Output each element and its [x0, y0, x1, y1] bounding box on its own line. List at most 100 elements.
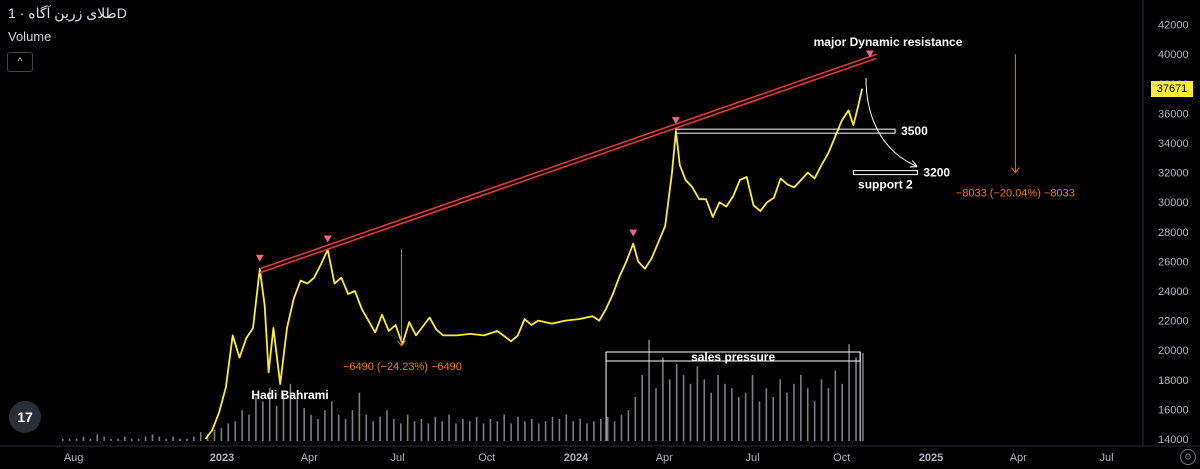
- volume-bar: [675, 364, 678, 441]
- volume-bar: [337, 414, 340, 441]
- volume-bar: [351, 410, 354, 441]
- volume-bar: [468, 421, 471, 441]
- volume-bar: [731, 388, 733, 441]
- volume-bar: [137, 438, 140, 441]
- volume-bar: [841, 383, 844, 441]
- x-tick-label: Jul: [391, 452, 405, 464]
- volume-bar: [275, 405, 278, 441]
- x-tick-label: Aug: [64, 452, 84, 464]
- level-sublabel: support 2: [858, 178, 913, 192]
- trendline-label: major Dynamic resistance: [814, 35, 963, 49]
- peak-marker: [255, 254, 264, 262]
- volume-bar: [193, 436, 195, 441]
- y-tick-label: 26000: [1158, 256, 1189, 268]
- x-tick-label: Jul: [1099, 452, 1113, 464]
- level-label: 3200: [923, 166, 950, 180]
- volume-bar: [606, 416, 609, 441]
- resistance-trendline: [259, 53, 877, 270]
- volume-bar: [455, 423, 457, 441]
- y-tick-label: 34000: [1158, 138, 1189, 150]
- volume-bar: [441, 421, 443, 441]
- x-tick-label: 2023: [210, 452, 234, 464]
- volume-bar: [655, 388, 657, 441]
- volume-bar: [96, 434, 99, 441]
- x-tick-label: Oct: [478, 452, 495, 464]
- volume-bar: [489, 419, 492, 441]
- volume-bar: [199, 432, 202, 441]
- last-price-badge: 37671: [1151, 81, 1193, 97]
- x-tick-label: Apr: [301, 452, 318, 464]
- volume-bar: [393, 419, 395, 441]
- volume-bar: [317, 419, 319, 441]
- volume-bar: [855, 357, 857, 441]
- y-tick-label: 24000: [1158, 286, 1189, 298]
- volume-bar: [827, 388, 830, 441]
- y-tick-label: 28000: [1158, 227, 1189, 239]
- volume-bar: [475, 416, 478, 441]
- volume-bar: [848, 344, 850, 441]
- volume-bar: [365, 414, 368, 441]
- volume-bar: [234, 421, 237, 441]
- volume-bar: [241, 410, 243, 441]
- volume-bar: [593, 421, 595, 441]
- curved-arrow: [865, 77, 916, 166]
- volume-bar: [565, 414, 568, 441]
- volume-bar: [558, 419, 561, 441]
- volume-bar: [820, 379, 823, 441]
- volume-bar: [462, 419, 464, 441]
- volume-bar: [737, 397, 740, 441]
- volume-bar: [648, 339, 650, 441]
- y-tick-label: 40000: [1158, 49, 1189, 61]
- x-tick-label: 2024: [564, 452, 589, 464]
- x-tick-label: Jul: [745, 452, 759, 464]
- collapse-button[interactable]: ^: [7, 52, 33, 72]
- volume-bar: [696, 366, 699, 441]
- volume-bar: [537, 423, 540, 441]
- volume-bar: [158, 436, 161, 441]
- x-tick-label: 2025: [919, 452, 943, 464]
- volume-bar: [689, 383, 692, 441]
- volume-bar: [517, 416, 519, 441]
- volume-bar: [579, 419, 581, 441]
- volume-bar: [324, 410, 326, 441]
- volume-bar: [344, 419, 347, 441]
- volume-bar: [144, 436, 147, 441]
- y-tick-label: 32000: [1158, 168, 1189, 180]
- price-line: [204, 88, 863, 440]
- peak-marker: [671, 117, 680, 125]
- volume-bar: [744, 392, 747, 441]
- volume-bar: [482, 423, 485, 441]
- volume-bar: [61, 438, 64, 441]
- level-label: 3500: [901, 124, 928, 138]
- y-tick-label: 14000: [1158, 434, 1189, 446]
- volume-bar: [220, 427, 223, 441]
- volume-bar: [813, 401, 816, 441]
- gear-icon[interactable]: ⚙: [1180, 449, 1196, 465]
- volume-bar: [262, 401, 264, 441]
- volume-bar: [524, 421, 526, 441]
- volume-bar: [682, 375, 685, 441]
- y-tick-label: 16000: [1158, 404, 1189, 416]
- volume-bar: [379, 416, 381, 441]
- volume-bar: [372, 421, 374, 441]
- level-box: [675, 128, 896, 134]
- volume-bar: [551, 416, 554, 441]
- annotations: major Dynamic resistance 3500 3200 support …: [251, 35, 1075, 402]
- volume-indicator-label[interactable]: Volume: [8, 29, 52, 44]
- volume-bar: [779, 379, 781, 441]
- volume-bar: [227, 423, 230, 441]
- volume-bar: [296, 399, 299, 441]
- volume-bar: [544, 421, 547, 441]
- volume-bar: [758, 401, 761, 441]
- resistance-trendline-parallel: [259, 57, 877, 274]
- volume-bar: [634, 397, 637, 441]
- price-series: [204, 88, 863, 440]
- volume-bar: [765, 388, 768, 441]
- measure-label: −6490 (−24.23%) −6490: [343, 361, 462, 373]
- volume-bar: [303, 408, 305, 441]
- tradingview-logo-icon[interactable]: 17: [9, 401, 41, 433]
- peak-marker: [865, 50, 874, 58]
- volume-bar: [399, 423, 402, 441]
- level-box: [852, 170, 918, 176]
